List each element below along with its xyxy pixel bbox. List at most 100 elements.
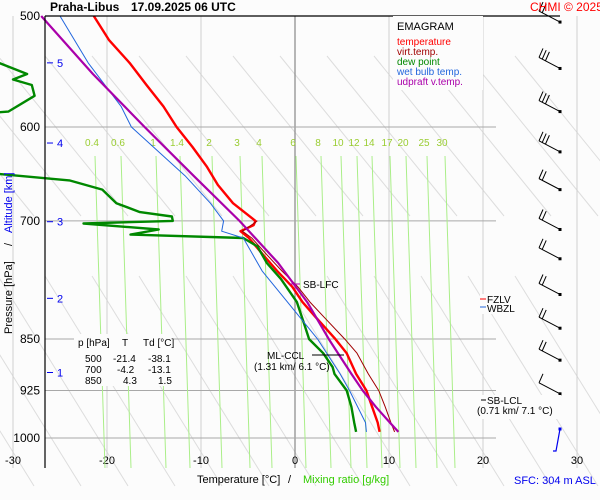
mixing-ratio-label: 1 bbox=[150, 138, 156, 149]
wind-barb-staff bbox=[538, 247, 561, 260]
wind-barb-staff bbox=[538, 100, 561, 113]
table-cell: -38.1 bbox=[148, 354, 171, 365]
wind-barb-station-dot bbox=[558, 326, 562, 330]
altitude-tick-label: 2 bbox=[57, 293, 63, 305]
dry-adiabat-line bbox=[514, 275, 600, 415]
wind-barb-staff bbox=[538, 348, 561, 361]
station-title: Praha-Libus bbox=[50, 0, 120, 14]
mixing-ratio-label: 25 bbox=[418, 138, 430, 149]
pressure-tick-label: 925 bbox=[20, 384, 40, 398]
table-row: 850 4.3 1.5 bbox=[85, 376, 172, 387]
table-cell: 4.3 bbox=[123, 376, 137, 387]
wind-barb bbox=[538, 308, 562, 330]
altitude-tick-label: 1 bbox=[57, 368, 63, 380]
dry-adiabat-line bbox=[138, 55, 270, 217]
table-row: 700 -4.2 -13.1 bbox=[85, 365, 171, 376]
sb-lcl-bg bbox=[476, 395, 561, 419]
mixing-ratio-label: 10 bbox=[332, 138, 344, 149]
series-layer bbox=[0, 15, 400, 433]
mixing-ratio-line bbox=[444, 155, 456, 469]
wind-barb-station-dot bbox=[558, 227, 562, 231]
legend-updraft: udpraft v.temp. bbox=[397, 77, 463, 88]
wind-barb bbox=[538, 48, 562, 70]
wind-barb-station-dot bbox=[558, 20, 562, 24]
pressure-tick-label: 600 bbox=[20, 120, 40, 134]
mixing-ratio-label: 12 bbox=[348, 138, 360, 149]
mixing-ratio-line bbox=[179, 155, 191, 469]
series-dew-point bbox=[0, 62, 358, 433]
surface-wind-dot bbox=[558, 427, 562, 431]
mixing-ratio-label: 3 bbox=[234, 138, 240, 149]
table-cell: 850 bbox=[85, 376, 102, 387]
dry-adiabat-line bbox=[0, 173, 35, 217]
mixing-ratio-label: 8 bbox=[315, 138, 321, 149]
wind-barb-feather bbox=[541, 171, 547, 181]
wind-barb-feather bbox=[538, 1, 544, 12]
table-header-p: p [hPa] bbox=[78, 338, 110, 349]
dry-adiabat-line bbox=[0, 430, 35, 487]
wind-barb-feather bbox=[541, 133, 547, 143]
mixing-ratio-line bbox=[356, 155, 368, 469]
wind-barb-feather bbox=[541, 275, 547, 286]
wind-barb-station-dot bbox=[558, 392, 562, 396]
legend-dew-point: dew point bbox=[397, 57, 440, 68]
wind-barb-feather bbox=[541, 93, 547, 103]
dry-adiabat-line bbox=[44, 55, 176, 217]
x-tick-label: -20 bbox=[99, 455, 115, 467]
series-temperature bbox=[92, 15, 381, 433]
mixing-ratio-label: 6 bbox=[290, 138, 296, 149]
y-axis-label-altitude: Altitude [km] bbox=[3, 172, 15, 233]
ml-ccl-label: ML-CCL bbox=[267, 351, 305, 362]
wind-barb-station-dot bbox=[558, 257, 562, 261]
dry-adiabat-line bbox=[0, 278, 129, 487]
wind-barb-feather bbox=[538, 48, 544, 58]
series-virt-temp bbox=[241, 220, 396, 433]
x-axis-label-mixing-ratio: Mixing ratio [g/kg] bbox=[303, 474, 389, 486]
wind-barb-layer bbox=[538, 1, 562, 452]
datetime-title: 17.09.2025 06 UTC bbox=[131, 0, 236, 14]
series-wet-bulb-temp bbox=[59, 15, 367, 432]
dry-adiabat-line bbox=[326, 275, 458, 487]
dry-adiabat-line bbox=[185, 275, 317, 487]
dry-adiabat-line bbox=[420, 275, 552, 487]
x-tick-label: -10 bbox=[193, 455, 209, 467]
mixing-ratio-label: 0.6 bbox=[111, 138, 125, 149]
surface-wind-marker bbox=[553, 428, 561, 452]
dry-adiabat-line bbox=[279, 55, 411, 217]
table-header-t: T bbox=[122, 338, 128, 349]
wind-barb-staff bbox=[538, 57, 561, 69]
mixing-ratio-label: 0.4 bbox=[85, 138, 99, 149]
dry-adiabat-line bbox=[232, 55, 364, 217]
wind-barb-station-dot bbox=[558, 358, 562, 362]
mixing-ratio-line bbox=[371, 155, 383, 469]
x-tick-label: 0 bbox=[292, 455, 298, 467]
table-cell: -13.1 bbox=[148, 365, 171, 376]
wind-barb-staff bbox=[538, 283, 561, 295]
table-row: 500 -21.4 -38.1 bbox=[85, 354, 171, 365]
wind-barb bbox=[538, 131, 562, 154]
wind-barb-staff bbox=[538, 218, 561, 230]
mixing-ratio-line bbox=[320, 155, 332, 469]
sb-lfc-label: SB-LFC bbox=[303, 280, 339, 291]
wind-barb bbox=[538, 91, 562, 114]
x-tick-label: 10 bbox=[383, 455, 395, 467]
wind-barb bbox=[538, 238, 562, 261]
x-tick-label: -30 bbox=[5, 455, 21, 467]
mixing-ratio-label: 1.4 bbox=[170, 138, 184, 149]
y-axis-label-group: Pressure [hPa] / Altitude [km] bbox=[3, 172, 15, 334]
x-tick-label: 20 bbox=[477, 455, 489, 467]
table-cell: -4.2 bbox=[117, 365, 135, 376]
wind-barb-feather bbox=[538, 373, 544, 384]
mixing-ratio-label: 20 bbox=[397, 138, 409, 149]
mixing-ratio-line bbox=[155, 155, 167, 469]
dry-adiabat-line bbox=[514, 55, 600, 162]
pressure-tick-label: 1000 bbox=[13, 431, 40, 445]
fzlv-label: FZLV bbox=[487, 295, 511, 306]
dry-adiabat-line bbox=[91, 55, 223, 217]
wind-barb-staff bbox=[538, 316, 561, 329]
mixing-ratio-layer: 0.4 0.6 1 1.4 2 3 4 6 8 10 12 14 17 20 25 30 bbox=[85, 138, 456, 469]
dry-adiabat-line bbox=[232, 275, 364, 487]
y-axis-label: Pressure [hPa] bbox=[3, 261, 15, 334]
mixing-ratio-label: 2 bbox=[206, 138, 212, 149]
